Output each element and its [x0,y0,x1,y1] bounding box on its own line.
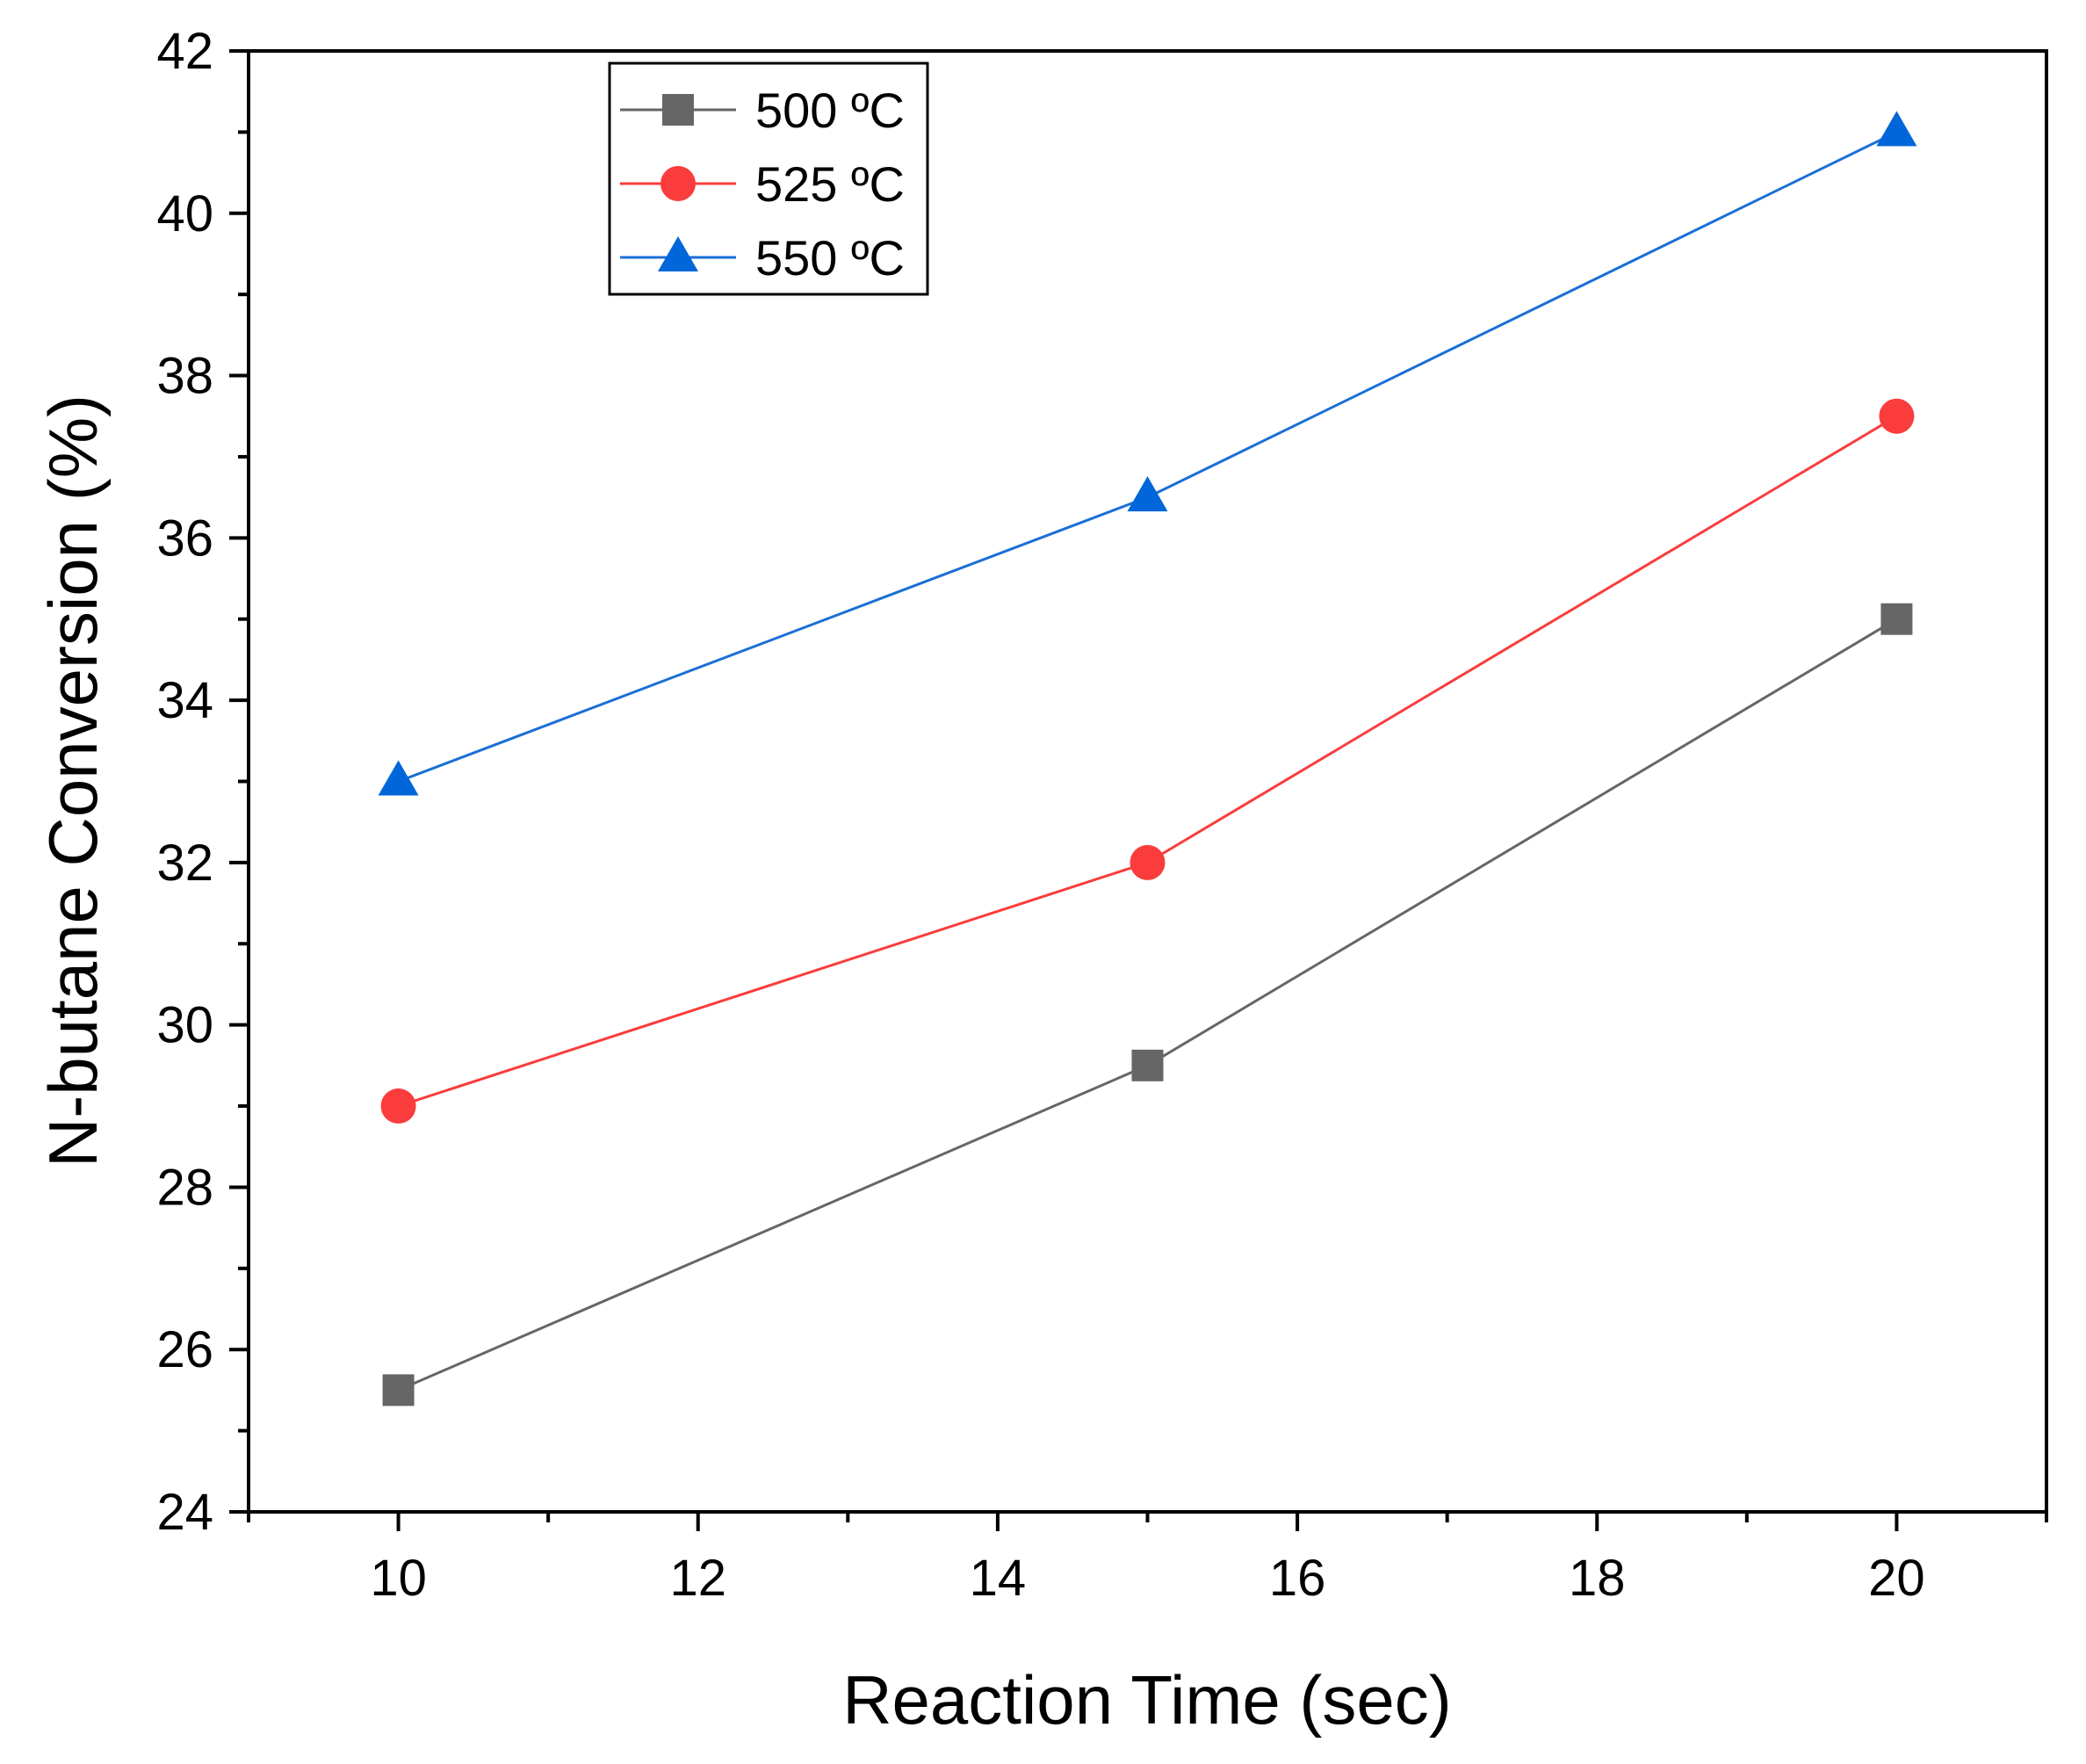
data-point [380,1088,416,1124]
legend-marker [662,94,694,126]
series-0 [382,603,1913,1406]
legend-label: 550 ºC [755,230,905,286]
series-2 [378,111,1917,796]
x-axis-title: Reaction Time (sec) [842,1661,1452,1739]
y-tick-label: 26 [156,1321,213,1378]
data-point [378,760,419,796]
data-point [1876,111,1917,147]
y-tick-label: 24 [156,1484,213,1541]
x-tick-label: 12 [669,1550,726,1607]
x-tick-label: 18 [1569,1550,1626,1607]
data-point [1879,398,1915,434]
y-tick-label: 40 [156,185,213,242]
series-layer [378,111,1917,1406]
ticks-layer: 10 12 14 16 18 20 24 26 28 30 32 34 36 38 40 42 [156,23,2048,1607]
legend: 500 ºC 525 ºC 550 ºC [608,61,929,296]
data-point [1127,476,1168,512]
data-point [382,1374,415,1406]
y-tick-label: 42 [156,23,213,80]
data-point [1880,603,1913,635]
legend-marker [660,166,696,201]
data-point [1131,1049,1164,1081]
x-tick-label: 16 [1269,1550,1326,1607]
y-tick-label: 32 [156,835,213,892]
y-axis-title: N-butane Conversion (%) [34,394,112,1168]
y-tick-label: 30 [156,997,213,1054]
y-tick-label: 28 [156,1159,213,1216]
legend-label: 500 ºC [755,83,905,138]
x-tick-label: 10 [370,1550,427,1607]
y-tick-label: 38 [156,348,213,405]
x-tick-label: 14 [970,1550,1027,1607]
y-tick-label: 36 [156,510,213,567]
legend-marker [658,236,698,271]
series-1 [380,398,1915,1124]
data-point [1130,844,1166,880]
x-tick-label: 20 [1868,1550,1925,1607]
y-tick-label: 34 [156,672,213,729]
legend-label: 525 ºC [755,156,905,212]
